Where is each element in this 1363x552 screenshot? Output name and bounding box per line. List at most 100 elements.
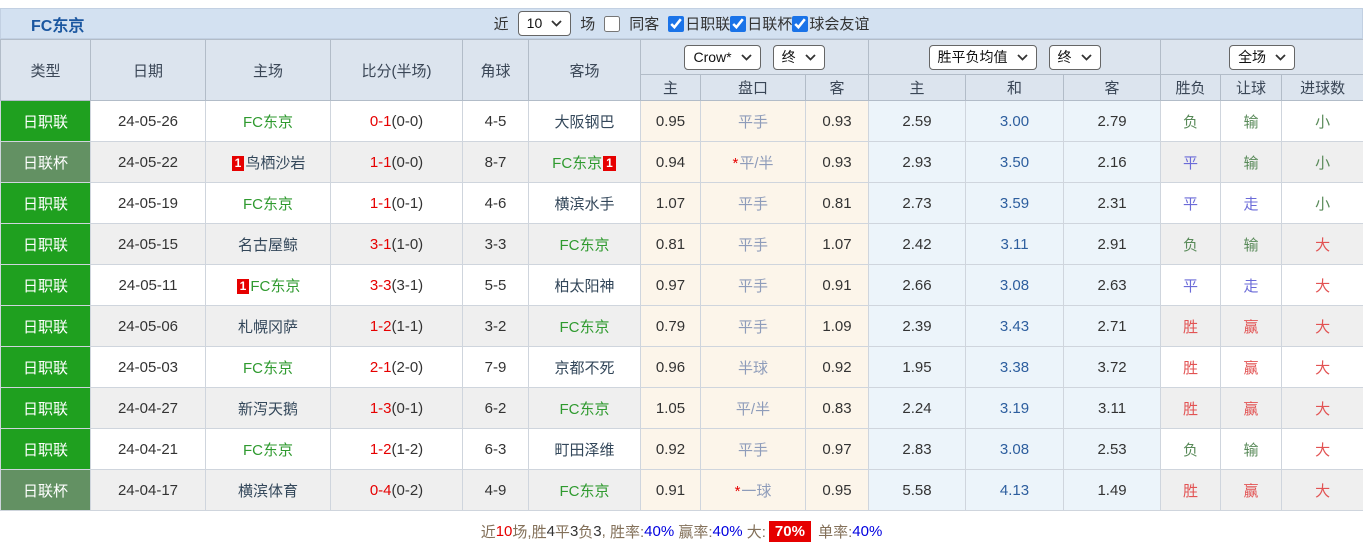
league-filter-j1[interactable]: 日职联 <box>668 13 730 34</box>
footer-stat-segment: 平 <box>555 521 570 542</box>
team-name[interactable]: FC东京 <box>560 319 610 336</box>
team-name[interactable]: 札幌冈萨 <box>238 319 298 336</box>
avg-draw-odds: 3.08 <box>966 429 1064 470</box>
col-header-type: 类型 <box>1 40 91 101</box>
odds-stage-value: 终 <box>782 49 796 66</box>
footer-stat-segment: 场, <box>512 521 531 542</box>
crow-away-odds: 0.93 <box>806 101 869 142</box>
fulltime-score: 0-1 <box>370 113 392 130</box>
team-name[interactable]: FC东京 <box>243 442 293 459</box>
team-name[interactable]: 横滨体育 <box>238 483 298 500</box>
team-name[interactable]: 大阪钢巴 <box>554 114 614 131</box>
avg-away-odds: 2.91 <box>1064 224 1161 265</box>
team-name[interactable]: FC东京 <box>243 360 293 377</box>
league-filter-friendly-label: 球会友谊 <box>809 13 869 34</box>
league-filter-cup-checkbox[interactable] <box>730 16 746 32</box>
avg-type-select[interactable]: 胜平负均值 <box>929 45 1037 70</box>
corners-cell: 4-6 <box>463 183 529 224</box>
match-date: 24-04-21 <box>91 429 206 470</box>
halftime-score: (0-0) <box>392 113 424 130</box>
fulltime-score: 0-4 <box>370 482 392 499</box>
team-name[interactable]: 柏太阳神 <box>554 278 614 295</box>
team-name[interactable]: FC东京 <box>243 196 293 213</box>
league-type-badge: 日职联 <box>1 347 91 388</box>
avg-home-odds: 1.95 <box>869 347 966 388</box>
team-name[interactable]: FC东京 <box>560 401 610 418</box>
league-type-badge: 日职联 <box>1 429 91 470</box>
corners-cell: 3-3 <box>463 224 529 265</box>
corners-cell: 8-7 <box>463 142 529 183</box>
league-filter-friendly[interactable]: 球会友谊 <box>792 13 869 34</box>
handicap-cell: 平手 <box>701 183 806 224</box>
handicap-cell: 平手 <box>701 306 806 347</box>
avg-home-odds: 2.39 <box>869 306 966 347</box>
crow-away-odds: 0.83 <box>806 388 869 429</box>
avg-away-odds: 3.72 <box>1064 347 1161 388</box>
home-team-cell: 横滨体育 <box>206 470 331 511</box>
handicap-cell: 平手 <box>701 265 806 306</box>
games-label: 场 <box>580 13 595 34</box>
team-name[interactable]: FC东京 <box>560 237 610 254</box>
col-header-crow-home: 主 <box>641 75 701 101</box>
match-date: 24-05-11 <box>91 265 206 306</box>
scope-value: 全场 <box>1238 49 1266 66</box>
league-filter-j1-checkbox[interactable] <box>668 16 684 32</box>
team-name[interactable]: 新泻天鹅 <box>238 401 298 418</box>
avg-type-value: 胜平负均值 <box>938 49 1008 66</box>
league-filter-cup[interactable]: 日联杯 <box>730 13 792 34</box>
goals-result: 大 <box>1282 470 1363 511</box>
team-name[interactable]: FC东京 <box>552 155 602 172</box>
league-type-badge: 日职联 <box>1 183 91 224</box>
team-name[interactable]: FC东京 <box>243 114 293 131</box>
fulltime-score: 1-2 <box>370 318 392 335</box>
chevron-down-icon <box>551 20 562 27</box>
league-type-badge: 日职联 <box>1 101 91 142</box>
corners-cell: 3-2 <box>463 306 529 347</box>
footer-stat-segment: 40% <box>852 523 882 540</box>
footer-stat-segment: 3 <box>570 523 578 540</box>
odds-company-select[interactable]: Crow* <box>684 45 760 70</box>
away-team-cell: FC东京 <box>529 306 641 347</box>
scope-select[interactable]: 全场 <box>1229 45 1295 70</box>
chevron-down-icon <box>1081 54 1092 61</box>
match-result: 胜 <box>1161 388 1221 429</box>
league-filter-friendly-checkbox[interactable] <box>792 16 808 32</box>
team-name[interactable]: 横滨水手 <box>554 196 614 213</box>
team-name[interactable]: FC东京 <box>560 483 610 500</box>
corners-cell: 5-5 <box>463 265 529 306</box>
team-name[interactable]: 鸟栖沙岩 <box>245 155 305 172</box>
home-team-cell: FC东京 <box>206 347 331 388</box>
footer-stat-segment: 赢率: <box>674 521 712 542</box>
recent-count-select[interactable]: 10 <box>518 11 572 36</box>
handicap-cell: *平/半 <box>701 142 806 183</box>
crow-away-odds: 0.92 <box>806 347 869 388</box>
away-team-cell: 柏太阳神 <box>529 265 641 306</box>
odds-stage-select[interactable]: 终 <box>773 45 825 70</box>
league-type-badge: 日联杯 <box>1 142 91 183</box>
crow-away-odds: 0.81 <box>806 183 869 224</box>
avg-home-odds: 2.59 <box>869 101 966 142</box>
handicap-result: 赢 <box>1221 347 1282 388</box>
team-name[interactable]: FC东京 <box>250 278 300 295</box>
crow-home-odds: 0.91 <box>641 470 701 511</box>
avg-draw-odds: 3.00 <box>966 101 1064 142</box>
red-card-badge: 1 <box>232 156 245 171</box>
same-opponent-checkbox[interactable] <box>604 16 620 32</box>
team-name[interactable]: 京都不死 <box>554 360 614 377</box>
home-team-cell: 札幌冈萨 <box>206 306 331 347</box>
early-odds-star: * <box>735 483 741 500</box>
handicap-cell: 平手 <box>701 224 806 265</box>
team-name[interactable]: 名古屋鲸 <box>238 237 298 254</box>
halftime-score: (0-1) <box>392 400 424 417</box>
team-name[interactable]: 町田泽维 <box>554 442 614 459</box>
avg-stage-select[interactable]: 终 <box>1049 45 1101 70</box>
handicap-cell: 半球 <box>701 347 806 388</box>
avg-home-odds: 2.93 <box>869 142 966 183</box>
corners-cell: 6-2 <box>463 388 529 429</box>
